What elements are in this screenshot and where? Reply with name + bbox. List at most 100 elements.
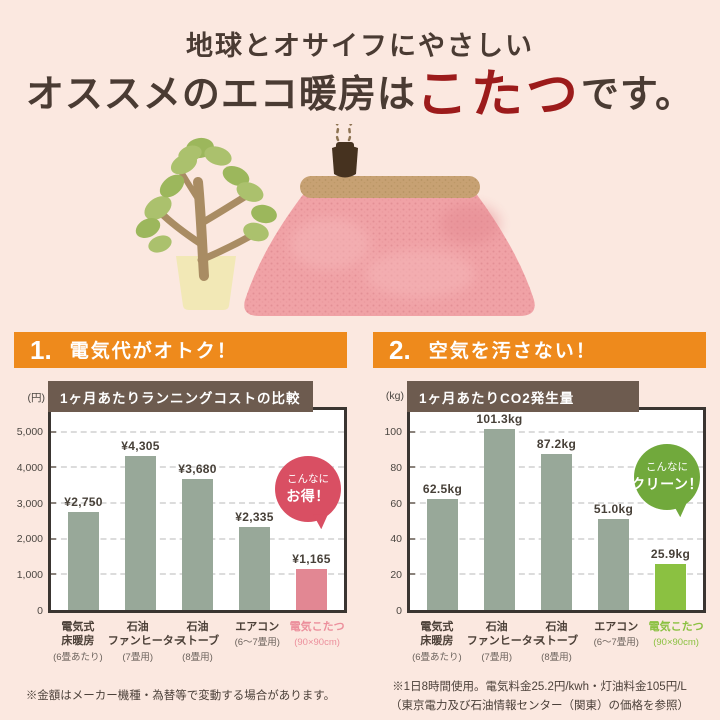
bar-value-label: 101.3kg [476, 412, 523, 427]
category-note: (90×90cm) [653, 637, 699, 649]
hero-illustration [0, 124, 720, 322]
page-title: オススメのエコ暖房はこたつです。 [0, 67, 720, 124]
bar-fill [296, 568, 327, 611]
category-label: 電気式 床暖房 (6畳あたり) [407, 620, 467, 664]
section-cost-banner: 1. 電気代がオトク！ [14, 332, 347, 369]
y-axis: (円) 0 1,000 2,000 3,000 4,000 5,000 [14, 392, 48, 616]
bar-fill [68, 511, 99, 611]
bar-group: ¥2,750 ¥4,305 ¥3,680 ¥2,335 ¥1,165 [51, 410, 344, 611]
badge-line2: お得！ [286, 487, 330, 504]
y-tick-label: 100 [384, 426, 402, 439]
badge-line2: クリーン！ [631, 475, 703, 492]
y-tick-label: 20 [390, 568, 402, 581]
y-axis-unit-label: (円) [27, 392, 46, 405]
bar-value-label: 51.0kg [593, 502, 634, 517]
category-note: (8畳用) [541, 651, 572, 663]
category-note: (7畳用) [481, 651, 512, 663]
page-subtitle: 地球とオサイフにやさしい [186, 31, 534, 61]
section-number: 2. [389, 335, 411, 366]
section-banner-label: 空気を汚さない！ [428, 340, 597, 362]
bar: 87.2kg [537, 437, 576, 611]
bar: ¥2,750 [64, 495, 102, 611]
kotatsu-icon [244, 124, 535, 317]
category-note: (90×90cm) [294, 637, 340, 649]
y-tick-label: 60 [390, 497, 402, 510]
page-title-highlight: こたつ [415, 67, 581, 124]
bar-value-label: 25.9kg [650, 546, 691, 561]
footnote: ※1日8時間使用。電気料金25.2円/kwh・灯油料金105円/L （東京電力及… [390, 681, 689, 712]
bar-value-label: ¥2,750 [64, 494, 103, 509]
category-label: エアコン (6〜7畳用) [586, 620, 646, 664]
bar-fill [427, 498, 458, 611]
category-label: 電気こたつ (90×90cm) [287, 620, 347, 664]
y-tick-label: 40 [390, 533, 402, 546]
category-note: (6〜7畳用) [234, 637, 280, 649]
bar: 25.9kg [651, 547, 690, 611]
category-note: (6畳あたり) [412, 651, 462, 663]
category-label: 石油 ストーブ (8畳用) [527, 620, 587, 664]
bar-value-label: ¥4,305 [121, 439, 160, 454]
category-note: (6〜7畳用) [593, 637, 639, 649]
bar-group: 62.5kg 101.3kg 87.2kg 51.0kg 25.9kg [410, 410, 703, 611]
section-cost: 1. 電気代がオトク！ 1ヶ月あたりランニングコストの比較 (円) 0 1,000 2… [14, 332, 347, 715]
bar: ¥4,305 [121, 439, 159, 611]
comparison-sections: 1. 電気代がオトク！ 1ヶ月あたりランニングコストの比較 (円) 0 1,000 2… [0, 332, 720, 715]
category-label: 石油 ストーブ (8畳用) [168, 620, 228, 664]
y-tick-label: 2,000 [16, 533, 43, 546]
bar: 101.3kg [476, 412, 522, 611]
badge-line1: こんなに [287, 473, 329, 486]
chart-title: 1ヶ月あたりCO2発生量 [407, 381, 639, 413]
cost-chart: 1ヶ月あたりランニングコストの比較 (円) 0 1,000 2,000 3,000 4,0… [14, 381, 347, 664]
y-tick-label: 1,000 [16, 568, 43, 581]
chart-title: 1ヶ月あたりランニングコストの比較 [48, 381, 313, 413]
badge-line1: こんなに [646, 461, 688, 474]
bar: ¥3,680 [178, 462, 216, 611]
y-tick-label: 0 [396, 604, 402, 617]
y-tick-label: 4,000 [16, 461, 43, 474]
bar-fill [655, 563, 686, 611]
axis-tick [410, 573, 415, 576]
axis-tick [51, 466, 56, 469]
section-co2: 2. 空気を汚さない！ 1ヶ月あたりCO2発生量 (kg) 0 20 40 60 80 10… [373, 332, 706, 715]
bar-value-label: ¥2,335 [235, 509, 274, 524]
potted-plant-icon [135, 138, 277, 311]
page-title-suffix: です。 [580, 74, 695, 116]
chart-body: (円) 0 1,000 2,000 3,000 4,000 5,000 ¥2,750 ¥4,3… [14, 392, 347, 616]
section-banner-label: 電気代がオトク！ [69, 340, 238, 362]
axis-tick [51, 573, 56, 576]
axis-tick [410, 537, 415, 540]
bar-fill [484, 429, 515, 611]
chart-body: (kg) 0 20 40 60 80 100 62.5kg 101.3kg 87.2kg 51.0… [373, 390, 706, 616]
bar: ¥2,335 [235, 510, 273, 611]
callout-badge: こんなに お得！ [275, 456, 341, 530]
gridline [410, 430, 703, 433]
co2-chart: 1ヶ月あたりCO2発生量 (kg) 0 20 40 60 80 100 62.5kg 101.… [373, 381, 706, 664]
y-axis-unit-label: (kg) [385, 390, 404, 403]
category-label: 石油 ファンヒーター (7畳用) [466, 621, 544, 663]
category-note: (8畳用) [182, 651, 213, 663]
footnote: ※金額はメーカー機種・為替等で変動する場合があります。 [25, 690, 336, 703]
y-tick-label: 5,000 [16, 426, 43, 439]
x-axis-labels: 電気式 床暖房 (6畳あたり) 石油 ファンヒーター (7畳用) 石油 ストーブ (8畳用) エア… [407, 620, 706, 664]
callout-badge: こんなに クリーン！ [631, 444, 703, 518]
axis-tick [410, 466, 415, 469]
bar-value-label: 62.5kg [422, 481, 463, 496]
bar: 62.5kg [423, 482, 462, 611]
section-number: 1. [30, 335, 52, 366]
category-note: (6畳あたり) [53, 651, 103, 663]
bar-fill [182, 478, 213, 611]
plot-area: ¥2,750 ¥4,305 ¥3,680 ¥2,335 ¥1,165 こんなに お得！ [48, 407, 347, 614]
bar-value-label: ¥1,165 [292, 551, 331, 566]
x-axis-labels: 電気式 床暖房 (6畳あたり) 石油 ファンヒーター (7畳用) 石油 ストーブ (8畳用) エア… [48, 620, 347, 664]
y-tick-label: 3,000 [16, 497, 43, 510]
gridline [51, 430, 344, 433]
bar: 51.0kg [594, 502, 633, 611]
category-label: 石油 ファンヒーター (7畳用) [107, 621, 185, 663]
bar-fill [239, 526, 270, 611]
teapot-steam-icon [332, 124, 358, 178]
page-header: 地球とオサイフにやさしい オススメのエコ暖房はこたつです。 [0, 0, 720, 124]
axis-tick [51, 430, 56, 433]
category-label: エアコン (6〜7畳用) [227, 620, 287, 664]
page-title-prefix: オススメのエコ暖房は [25, 74, 416, 116]
axis-tick [410, 430, 415, 433]
